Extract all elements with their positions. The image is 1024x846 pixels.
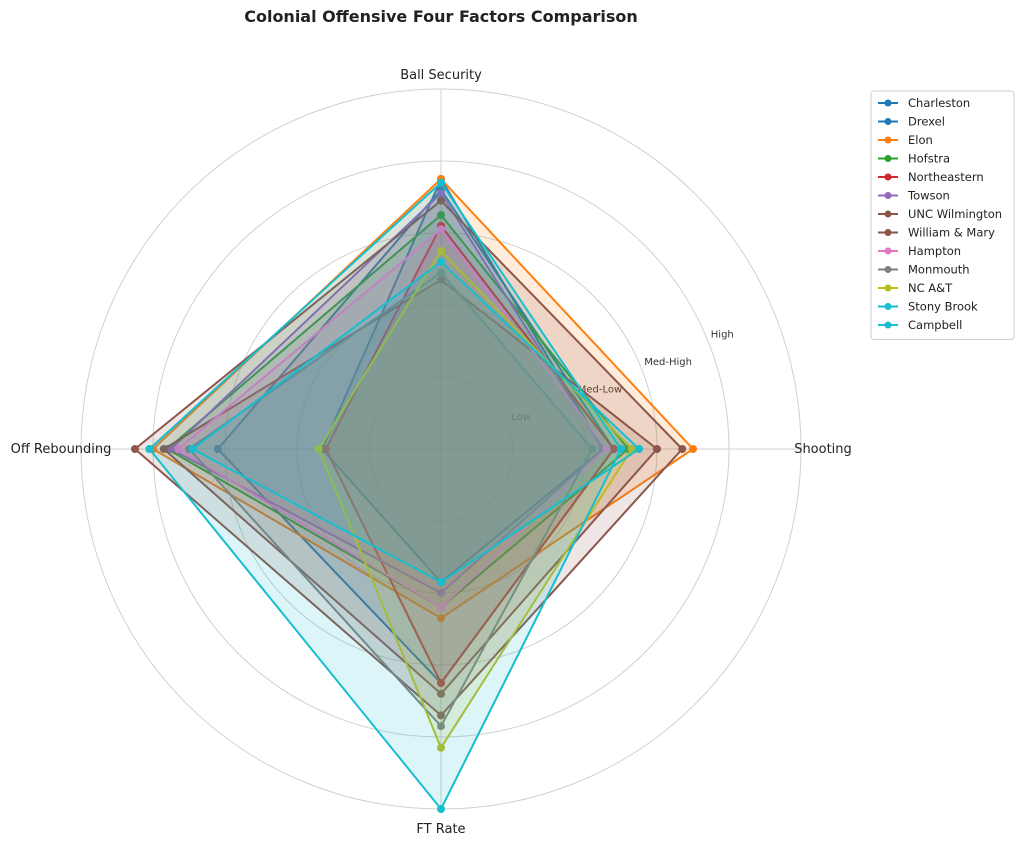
data-point xyxy=(437,614,445,623)
legend-item[interactable]: Monmouth xyxy=(878,263,970,277)
data-point xyxy=(437,189,445,198)
data-point xyxy=(437,257,445,266)
legend-item[interactable]: Northeastern xyxy=(878,170,984,184)
legend-label: Monmouth xyxy=(908,263,970,277)
legend-label: NC A&T xyxy=(908,281,953,295)
legend-item[interactable]: Hofstra xyxy=(878,152,950,166)
legend-frame xyxy=(870,90,1015,340)
data-point xyxy=(437,689,445,698)
legend-label: William & Mary xyxy=(908,226,995,240)
legend-swatch-marker xyxy=(884,321,892,329)
axis-labels: Ball Security Shooting FT Rate Off Reboundi… xyxy=(11,68,852,837)
legend-item[interactable]: Elon xyxy=(878,133,933,147)
ring-label: Med-Low xyxy=(578,384,622,395)
data-point xyxy=(689,445,697,453)
legend-item[interactable]: William & Mary xyxy=(878,226,995,240)
legend-label: Stony Brook xyxy=(908,300,978,314)
data-point xyxy=(437,268,445,277)
chart-title: Colonial Offensive Four Factors Comparis… xyxy=(244,7,638,26)
legend-label: Hofstra xyxy=(908,152,950,166)
data-point xyxy=(437,275,445,284)
legend-swatch-marker xyxy=(884,229,892,236)
data-point xyxy=(321,445,330,453)
data-point xyxy=(437,805,445,813)
data-point xyxy=(437,589,445,597)
data-point xyxy=(437,225,445,234)
data-point xyxy=(437,743,445,752)
legend-label: UNC Wilmington xyxy=(908,207,1002,221)
data-point xyxy=(437,711,445,720)
series-william-mary xyxy=(159,275,661,698)
series-hampton xyxy=(174,225,611,612)
data-point xyxy=(145,445,154,453)
data-point xyxy=(314,445,323,453)
legend-label: Northeastern xyxy=(908,170,984,184)
legend-swatch-marker xyxy=(884,99,892,107)
series-stony-brook xyxy=(145,178,625,813)
data-point xyxy=(437,722,445,731)
series-monmouth xyxy=(185,268,597,731)
data-point xyxy=(167,445,175,453)
data-point xyxy=(617,445,625,453)
legend-item[interactable]: Hampton xyxy=(878,244,961,258)
ring-label: Med-High xyxy=(644,357,692,368)
legend-label: Elon xyxy=(908,133,933,147)
legend-swatch-marker xyxy=(884,284,892,292)
data-point xyxy=(437,247,445,255)
radar-series xyxy=(131,175,697,813)
data-point xyxy=(588,445,597,453)
legend-item[interactable]: Stony Brook xyxy=(878,300,978,314)
legend-swatch-marker xyxy=(884,266,892,273)
legend-swatch-marker xyxy=(884,210,892,218)
axis-label: FT Rate xyxy=(416,822,465,837)
data-point xyxy=(437,211,445,219)
data-point xyxy=(174,445,183,453)
data-point xyxy=(213,445,222,453)
axis-label: Shooting xyxy=(794,442,852,457)
legend-swatch-marker xyxy=(884,303,892,310)
legend-swatch-marker xyxy=(884,118,892,125)
data-point xyxy=(437,178,445,187)
data-point xyxy=(653,445,661,453)
legend-label: Drexel xyxy=(908,115,945,129)
data-point xyxy=(159,445,168,453)
legend-item[interactable]: UNC Wilmington xyxy=(878,207,1002,221)
legend[interactable]: Charleston Drexel Elon Hofstra Northeastern T… xyxy=(870,90,1015,340)
data-point xyxy=(131,445,139,453)
data-point xyxy=(635,445,643,453)
legend-swatch-marker xyxy=(884,136,892,144)
ring-label: Low xyxy=(511,412,531,423)
legend-label: Campbell xyxy=(908,318,962,332)
legend-swatch-marker xyxy=(884,247,892,255)
legend-label: Towson xyxy=(907,189,950,203)
legend-swatch-marker xyxy=(884,155,892,162)
axis-label: Ball Security xyxy=(400,68,482,83)
data-point xyxy=(627,445,636,453)
legend-label: Hampton xyxy=(908,244,961,258)
legend-item[interactable]: Towson xyxy=(878,189,950,203)
data-point xyxy=(188,445,197,453)
data-point xyxy=(602,445,611,453)
axis-label: Off Rebounding xyxy=(11,442,112,457)
legend-swatch-marker xyxy=(884,192,892,199)
series-unc-wilmington xyxy=(131,196,687,720)
data-point xyxy=(437,603,445,612)
data-point xyxy=(609,445,618,453)
data-point xyxy=(437,196,445,205)
legend-item[interactable]: NC A&T xyxy=(878,281,953,295)
legend-label: Charleston xyxy=(908,96,970,110)
legend-item[interactable]: Drexel xyxy=(878,115,945,129)
data-point xyxy=(437,679,445,687)
series-campbell xyxy=(188,257,643,587)
legend-item[interactable]: Charleston xyxy=(878,96,970,110)
legend-swatch-marker xyxy=(884,173,892,181)
legend-item[interactable]: Campbell xyxy=(878,318,962,332)
data-point xyxy=(678,445,687,453)
data-point xyxy=(437,578,445,587)
ring-label: High xyxy=(711,329,734,340)
